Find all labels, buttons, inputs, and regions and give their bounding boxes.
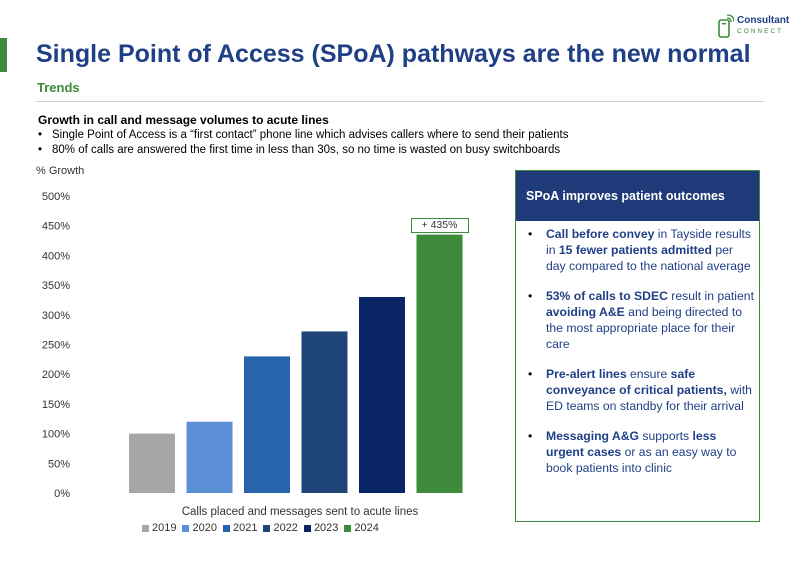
legend-label: 2021 (232, 522, 258, 534)
intro-bullet: Single Point of Access is a “first conta… (38, 128, 568, 143)
legend-swatch (344, 524, 352, 532)
legend-swatch (182, 524, 190, 532)
bar-2020 (186, 421, 233, 493)
y-axis-label: % Growth (36, 165, 85, 177)
legend-label: 2019 (152, 522, 177, 534)
page-title: Single Point of Access (SPoA) pathways a… (36, 40, 751, 68)
legend-label: 2020 (192, 522, 217, 534)
y-tick-label: 200% (42, 369, 70, 381)
intro-bullet: 80% of calls are answered the first time… (38, 143, 568, 158)
bar-2021 (244, 356, 290, 493)
bar-2022 (301, 331, 348, 493)
logo-subtext: CONNECT (737, 28, 784, 35)
legend-swatch (222, 524, 230, 532)
y-tick-label: 350% (42, 280, 70, 292)
legend-item: 2021 (222, 522, 258, 534)
outcome-item: Messaging A&G supports less urgent cases… (526, 428, 754, 476)
legend-item: 2019 (142, 522, 176, 534)
legend-swatch (263, 524, 271, 532)
bar-2023 (359, 296, 405, 493)
bar-2024 (416, 234, 463, 494)
legend-label: 2022 (273, 522, 298, 534)
logo-text: Consultant (737, 15, 790, 26)
section-subtitle: Trends (37, 80, 80, 95)
legend-item: 2024 (344, 522, 379, 534)
consultant-connect-logo: Consultant CONNECT (716, 10, 800, 40)
legend-swatch (142, 524, 149, 532)
legend-label: 2024 (354, 522, 379, 534)
outcomes-panel-title: SPoA improves patient outcomes (516, 171, 759, 221)
y-tick-label: 100% (42, 429, 70, 441)
legend-swatch (303, 524, 311, 532)
y-tick-label: 250% (42, 340, 70, 352)
outcomes-panel: SPoA improves patient outcomes Call befo… (515, 170, 760, 522)
growth-callout: + 435% (410, 217, 469, 233)
outcomes-list: Call before convey in Tayside results in… (526, 226, 754, 490)
y-tick-label: 400% (42, 250, 70, 262)
chart-legend: 2019 2020 2021 2022 2023 2024 (142, 522, 379, 534)
x-axis-label: Calls placed and messages sent to acute … (181, 506, 419, 518)
legend-item: 2023 (303, 522, 339, 534)
y-tick-label: 0% (54, 488, 70, 500)
growth-heading: Growth in call and message volumes to ac… (38, 113, 329, 127)
y-tick-label: 300% (42, 310, 70, 322)
growth-bar-chart: 0% 50% 100% 150% 200% 250% 300% 350% 400% 450% 500… (42, 191, 463, 500)
legend-item: 2020 (182, 522, 217, 534)
outcome-item: 53% of calls to SDEC result in patient a… (526, 288, 754, 352)
y-tick-label: 150% (42, 399, 70, 411)
header-divider (36, 101, 764, 102)
phone-icon (718, 14, 734, 38)
outcome-item: Pre-alert lines ensure safe conveyance o… (526, 366, 754, 414)
bar-2019 (129, 433, 175, 493)
title-accent-bar (0, 38, 7, 72)
y-tick-label: 50% (48, 458, 70, 470)
outcome-item: Call before convey in Tayside results in… (526, 226, 754, 274)
legend-label: 2023 (313, 522, 339, 534)
intro-bullets: Single Point of Access is a “first conta… (38, 128, 568, 158)
legend-item: 2022 (263, 522, 298, 534)
y-tick-label: 500% (42, 191, 70, 203)
y-tick-label: 450% (42, 221, 70, 233)
